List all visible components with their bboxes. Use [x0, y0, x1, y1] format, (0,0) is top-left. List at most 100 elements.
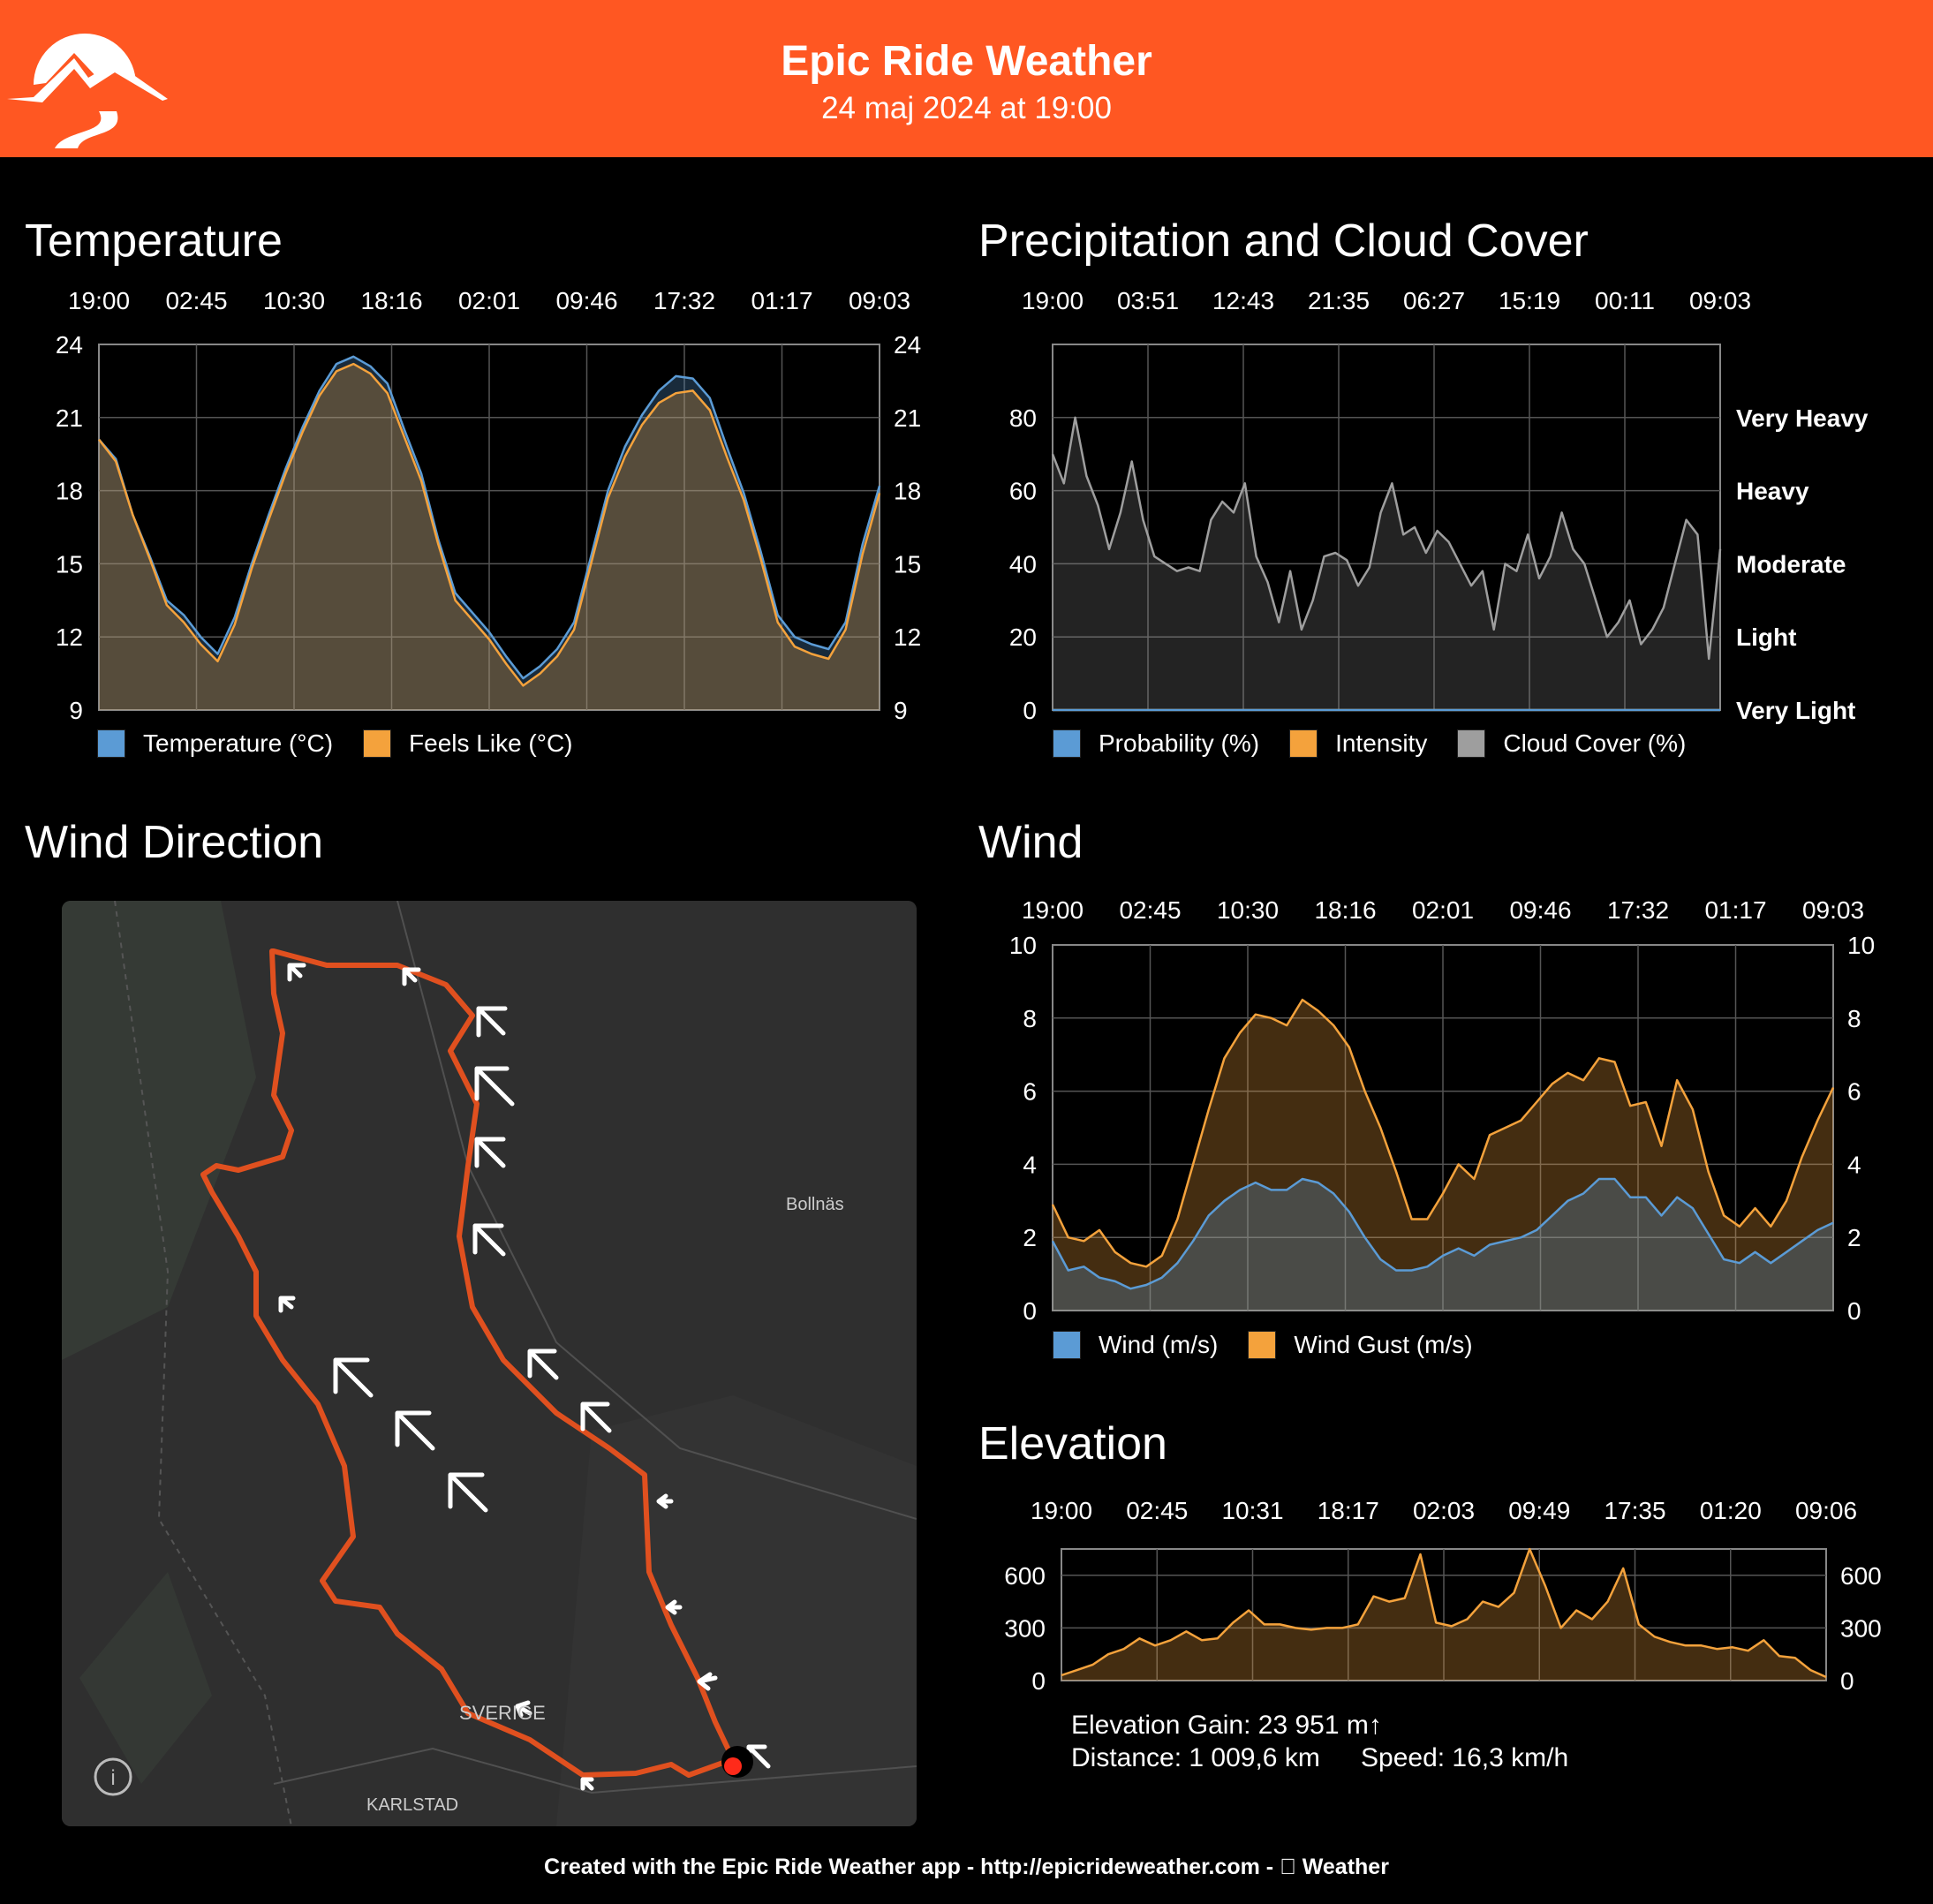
x-tick-label: 01:17: [1704, 896, 1766, 924]
intensity-level-label: Light: [1736, 623, 1796, 651]
distance: Distance: 1 009,6 km: [1071, 1743, 1320, 1772]
series-line: [1051, 416, 1722, 661]
series-line: [98, 362, 881, 687]
y-tick-label: 18: [56, 478, 83, 505]
x-tick-label: 03:51: [1117, 287, 1179, 314]
x-tick-label: 09:03: [1802, 896, 1864, 924]
series-area: [1053, 417, 1720, 710]
y-tick-label: 24: [56, 331, 83, 359]
legend-probability: Probability (%): [1053, 729, 1259, 758]
y-tick-label: 10: [1009, 932, 1037, 959]
y-tick-label-right: 6: [1847, 1078, 1861, 1106]
x-tick-label: 02:01: [1412, 896, 1474, 924]
y-tick-label: 15: [56, 550, 83, 578]
map-label-bollnas: Bollnäs: [786, 1195, 844, 1214]
x-tick-label: 02:45: [1119, 896, 1181, 924]
y-tick-label: 9: [69, 697, 83, 724]
y-tick-label-right: 8: [1847, 1005, 1861, 1032]
footer-credit: Created with the Epic Ride Weather app -…: [544, 1855, 1389, 1879]
x-tick-label: 00:11: [1595, 287, 1655, 314]
y-tick-label-right: 0: [1847, 1297, 1861, 1325]
y-tick-label: 80: [1009, 404, 1037, 432]
x-tick-label: 06:27: [1403, 287, 1465, 314]
x-tick-label: 18:16: [360, 287, 422, 314]
elevation-gain: Elevation Gain: 23 951 m↑: [1071, 1711, 1382, 1740]
x-tick-label: 01:20: [1700, 1497, 1762, 1524]
y-tick-label: 60: [1009, 478, 1037, 505]
svg-text:i: i: [110, 1766, 115, 1790]
y-tick-label-right: 600: [1840, 1562, 1882, 1590]
y-tick-label: 8: [1023, 1005, 1037, 1032]
series-line: [98, 355, 881, 680]
x-tick-label: 09:03: [849, 287, 910, 314]
wind-arrows: [278, 963, 771, 1791]
x-tick-label: 17:32: [1607, 896, 1669, 924]
precipitation-legend: Probability (%) Intensity Cloud Cover (%…: [1053, 729, 1716, 758]
y-tick-label: 21: [56, 404, 83, 432]
precipitation-chart: 19:00 03:51 12:43 21:35 06:27 15:19 00:11 09:03…: [1009, 287, 1869, 724]
series-area: [99, 364, 880, 710]
x-tick-label: 19:00: [68, 287, 130, 314]
header-bar: Epic Ride Weather 24 maj 2024 at 19:00: [0, 0, 1933, 157]
y-tick-label-right: 18: [894, 478, 921, 505]
x-tick-label: 21:35: [1308, 287, 1370, 314]
x-tick-label: 10:30: [263, 287, 325, 314]
x-tick-label: 09:03: [1689, 287, 1751, 314]
x-tick-label: 19:00: [1022, 287, 1084, 314]
intensity-level-label: Heavy: [1736, 478, 1809, 505]
y-tick-label: 2: [1023, 1224, 1037, 1251]
legend-wind: Wind (m/s): [1053, 1331, 1218, 1359]
x-tick-label: 09:46: [555, 287, 617, 314]
y-tick-label: 20: [1009, 623, 1037, 651]
x-tick-label: 02:45: [165, 287, 227, 314]
temperature-chart: 19:00 02:45 10:30 18:16 02:01 09:46 17:32 01:17…: [56, 287, 921, 724]
y-tick-label: 4: [1023, 1151, 1037, 1178]
route-map[interactable]: Bollnäs SVERIGE KARLSTAD i: [62, 901, 917, 1826]
y-tick-label: 0: [1023, 697, 1037, 724]
y-tick-label: 600: [1004, 1562, 1046, 1590]
temperature-legend: Temperature (°C) Feels Like (°C): [97, 729, 603, 758]
x-tick-label: 09:06: [1795, 1497, 1857, 1524]
x-tick-label: 02:45: [1126, 1497, 1188, 1524]
x-tick-label: 15:19: [1499, 287, 1560, 314]
info-icon[interactable]: i: [94, 1757, 132, 1796]
legend-wind-gust: Wind Gust (m/s): [1248, 1331, 1473, 1359]
y-tick-label-right: 15: [894, 550, 921, 578]
app-title: Epic Ride Weather: [781, 38, 1152, 85]
map-label-karlstad: KARLSTAD: [366, 1795, 458, 1815]
wind-chart: 19:00 02:45 10:30 18:16 02:01 09:46 17:32 01:17…: [1009, 896, 1875, 1325]
y-tick-label-right: 21: [894, 404, 921, 432]
y-tick-label: 12: [56, 623, 83, 651]
wind-direction-title: Wind Direction: [25, 817, 324, 868]
y-tick-label-right: 2: [1847, 1224, 1861, 1251]
route-map-canvas: Bollnäs SVERIGE KARLSTAD i: [62, 901, 917, 1826]
intensity-level-label: Very Heavy: [1736, 404, 1869, 432]
y-tick-label: 6: [1023, 1078, 1037, 1106]
x-tick-label: 12:43: [1212, 287, 1274, 314]
x-tick-label: 19:00: [1031, 1497, 1092, 1524]
y-tick-label: 0: [1031, 1667, 1046, 1695]
precipitation-title: Precipitation and Cloud Cover: [978, 215, 1589, 267]
x-tick-label: 10:30: [1217, 896, 1279, 924]
x-tick-label: 18:16: [1314, 896, 1376, 924]
series-area: [99, 356, 880, 710]
y-tick-label-right: 12: [894, 623, 921, 651]
y-tick-label-right: 9: [894, 697, 908, 724]
legend-cloud-cover: Cloud Cover (%): [1457, 729, 1686, 758]
x-tick-label: 02:03: [1413, 1497, 1475, 1524]
temperature-title: Temperature: [25, 215, 283, 267]
series-line: [1051, 1177, 1834, 1290]
elevation-title: Elevation: [978, 1418, 1167, 1470]
wind-title: Wind: [978, 817, 1084, 868]
series-area: [1053, 1179, 1833, 1311]
elevation-chart: 19:00 02:45 10:31 18:17 02:03 09:49 17:35 01:20…: [1004, 1497, 1882, 1695]
speed: Speed: 16,3 km/h: [1361, 1743, 1569, 1772]
x-tick-label: 02:01: [458, 287, 520, 314]
legend-temperature: Temperature (°C): [97, 729, 333, 758]
series-line: [1061, 1547, 1827, 1679]
series-line: [1051, 998, 1835, 1268]
series-area: [1061, 1549, 1826, 1681]
x-tick-label: 09:49: [1508, 1497, 1570, 1524]
x-tick-label: 18:17: [1318, 1497, 1379, 1524]
y-tick-label: 40: [1009, 550, 1037, 578]
